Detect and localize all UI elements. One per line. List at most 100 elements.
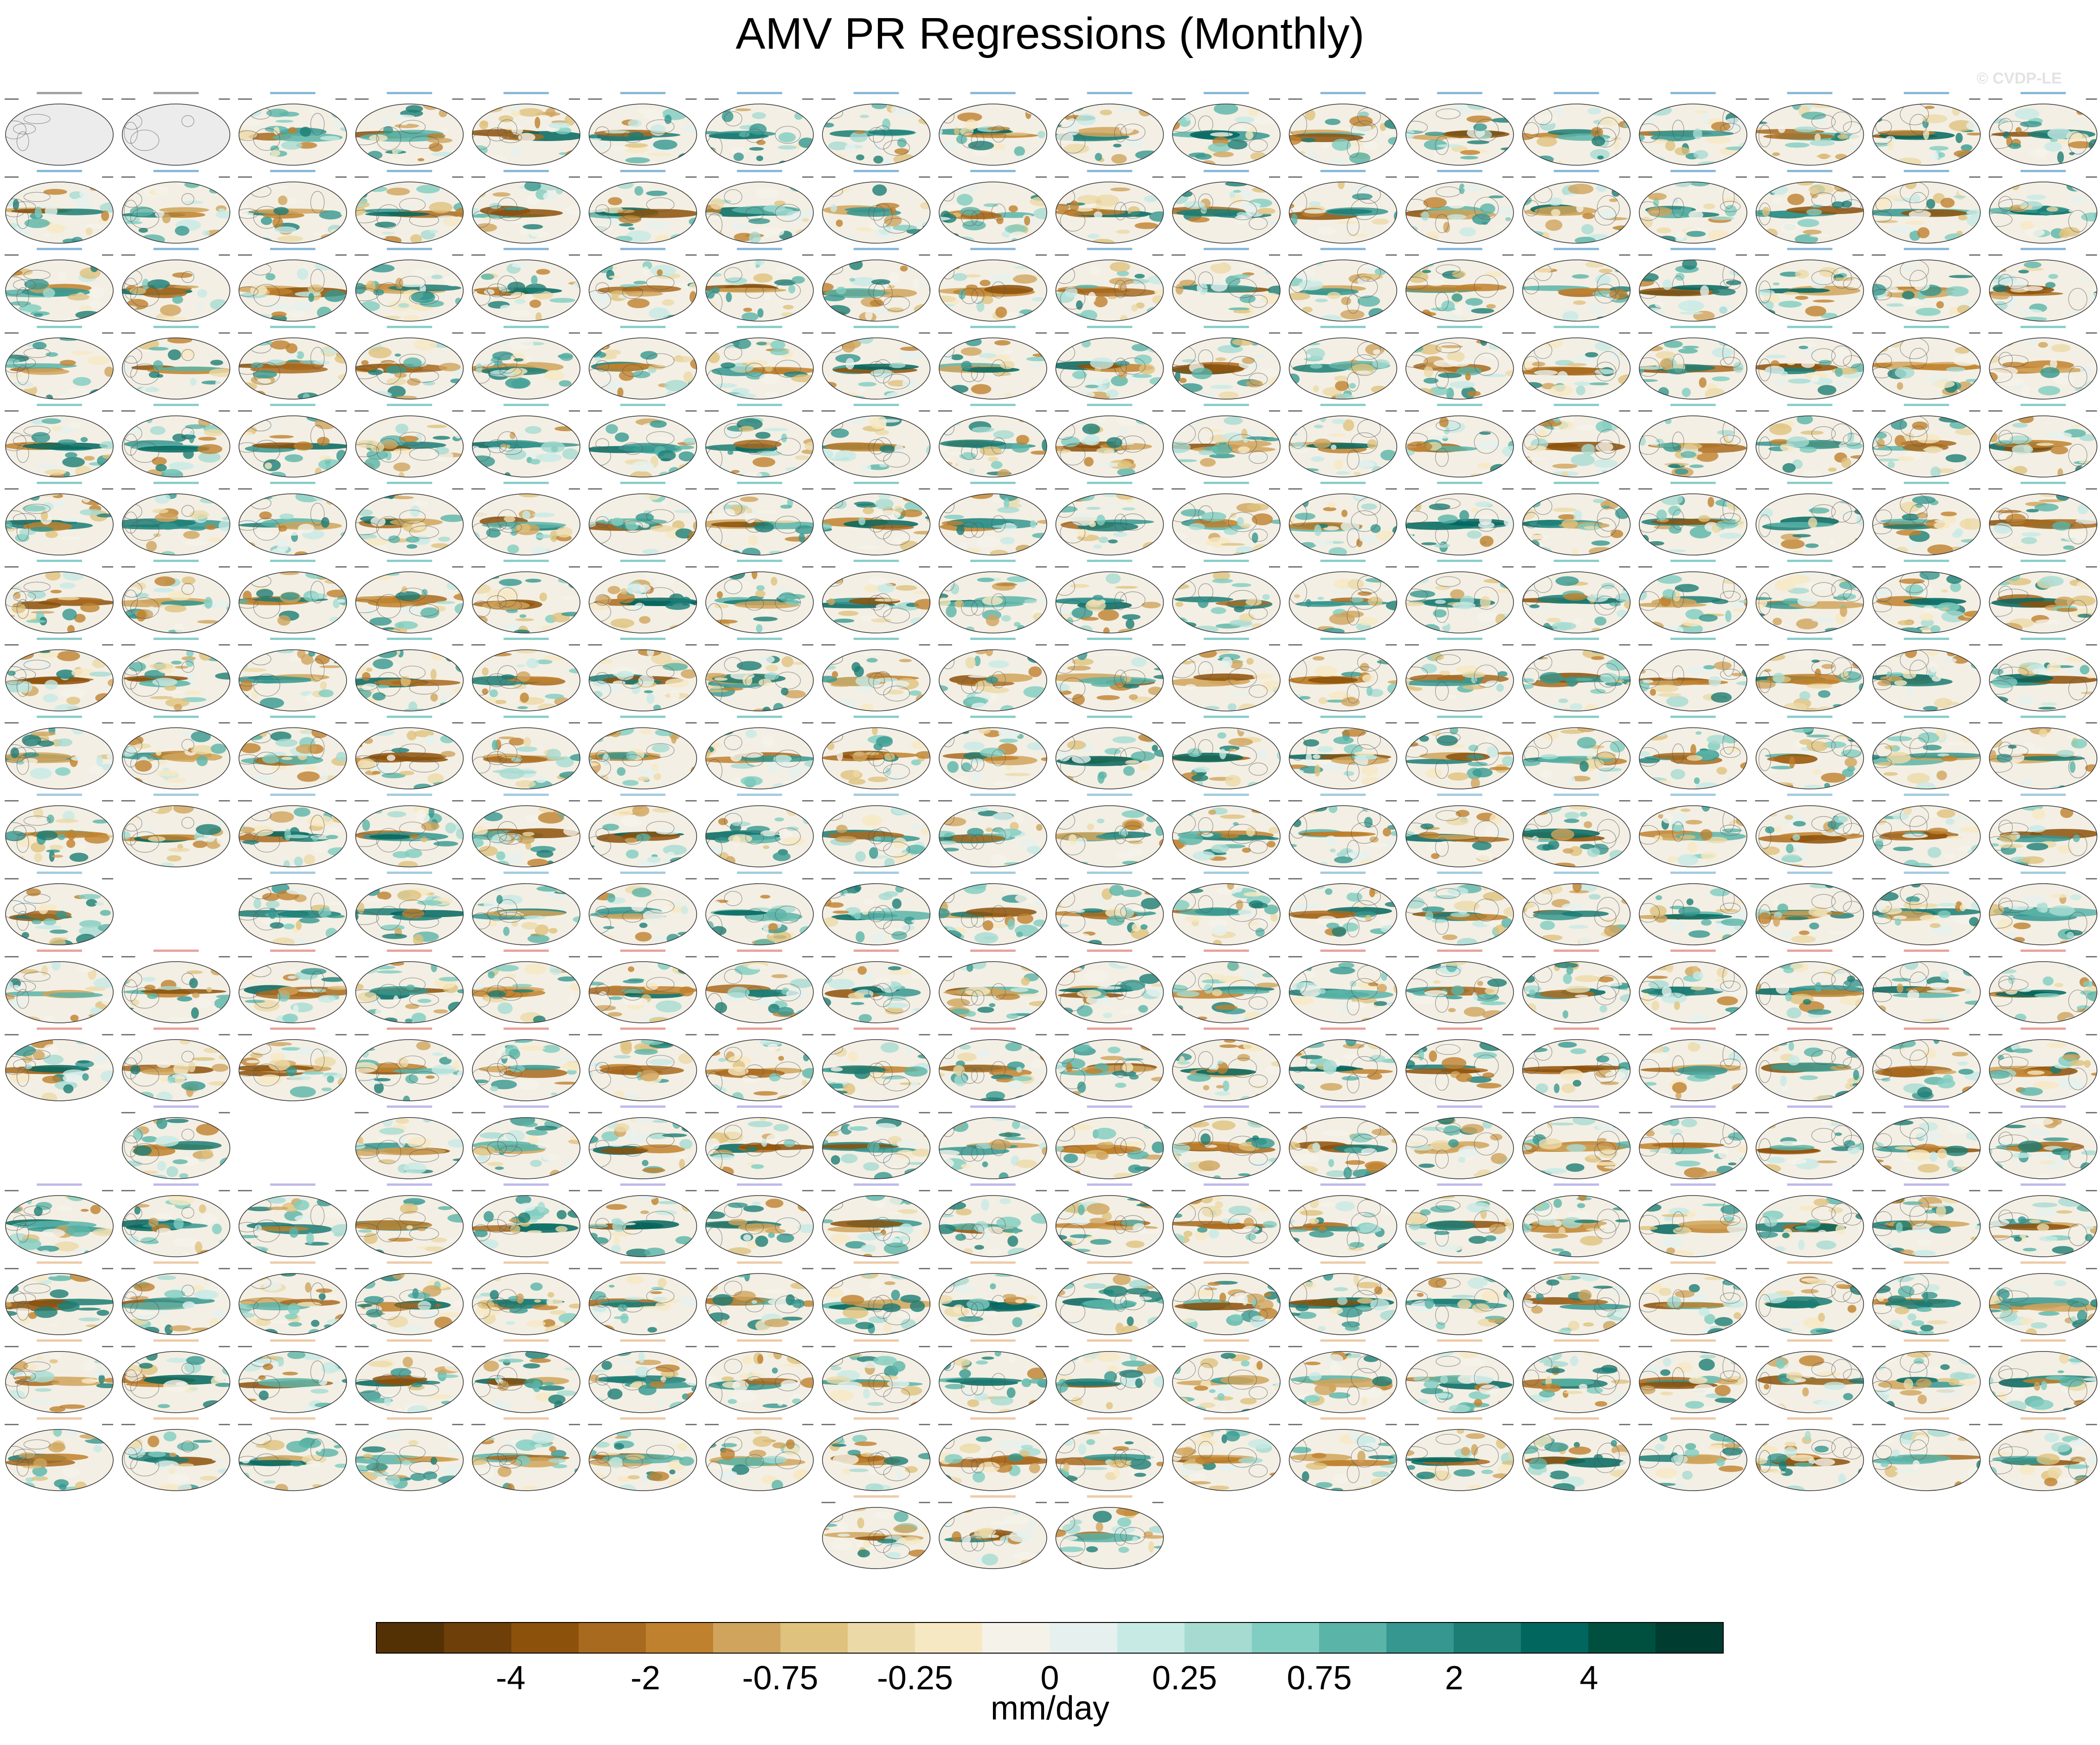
- regression-blob: [730, 223, 750, 229]
- regression-blob: [839, 629, 851, 633]
- regression-blob: [845, 358, 855, 370]
- panel-period-mark: [354, 488, 369, 490]
- regression-blob: [58, 597, 80, 601]
- regression-blob: [1756, 617, 1765, 627]
- regression-blob: [1609, 198, 1618, 202]
- regression-blob: [472, 186, 486, 198]
- regression-blob: [756, 585, 765, 591]
- regression-blob: [640, 494, 647, 500]
- regression-blob: [322, 260, 347, 265]
- regression-blob: [757, 308, 764, 318]
- panel-header-mark: [1204, 92, 1249, 94]
- regression-blob: [1386, 191, 1395, 201]
- panel-value-mark: [1036, 488, 1047, 490]
- regression-blob: [1613, 140, 1620, 150]
- regression-blob: [958, 289, 966, 300]
- regression-blob: [1965, 460, 1973, 467]
- regression-blob: [1756, 121, 1768, 124]
- regression-blob: [365, 212, 430, 217]
- regression-blob: [99, 202, 113, 213]
- regression-blob: [68, 422, 82, 429]
- map-panel: [1521, 326, 1631, 400]
- regression-blob: [1430, 435, 1452, 439]
- regression-blob: [1467, 140, 1489, 144]
- panel-value-mark: [1269, 176, 1280, 178]
- regression-blob: [901, 509, 922, 517]
- regression-blob: [1485, 271, 1503, 278]
- regression-blob: [481, 312, 491, 321]
- regression-blob: [1873, 159, 1882, 165]
- regression-blob: [1409, 235, 1416, 243]
- coastline: [745, 207, 764, 221]
- panel-header-mark: [387, 326, 432, 328]
- regression-blob: [1233, 190, 1241, 193]
- regression-blob: [1899, 578, 1925, 584]
- regression-blob: [957, 112, 982, 122]
- panel-header-mark: [1787, 326, 1833, 328]
- regression-blob: [1522, 133, 1534, 141]
- regression-blob: [1778, 301, 1802, 308]
- panel-value-mark: [335, 410, 347, 412]
- regression-blob: [1108, 296, 1117, 299]
- panel-value-mark: [1736, 254, 1747, 256]
- panel-header-mark: [1553, 560, 1599, 562]
- regression-blob: [1024, 599, 1037, 604]
- regression-blob: [1877, 220, 1898, 223]
- regression-blob: [1211, 607, 1226, 614]
- regression-blob: [1290, 446, 1308, 453]
- regression-blob: [1890, 419, 1907, 430]
- panel-header-mark: [970, 170, 1016, 172]
- regression-blob: [940, 439, 1006, 448]
- regression-blob: [1449, 109, 1460, 116]
- regression-blob: [1783, 291, 1799, 296]
- map-panel: [1172, 92, 1281, 166]
- panel-period-mark: [1755, 488, 1769, 490]
- map-panel: [238, 326, 347, 400]
- regression-blob: [1837, 134, 1849, 140]
- regression-blob: [524, 182, 541, 191]
- regression-blob: [1088, 291, 1096, 304]
- map-panel: [121, 482, 231, 556]
- regression-blob: [849, 278, 856, 282]
- regression-blob: [1656, 509, 1667, 521]
- regression-blob: [1917, 227, 1930, 239]
- regression-blob: [1953, 195, 1966, 199]
- regression-blob: [939, 157, 944, 165]
- regression-blob: [913, 622, 929, 633]
- map-panel: [354, 170, 464, 244]
- regression-blob: [1480, 203, 1495, 214]
- regression-blob: [525, 426, 542, 434]
- regression-blob: [1765, 522, 1834, 528]
- panel-header-mark: [153, 482, 199, 484]
- regression-blob: [1536, 115, 1558, 124]
- regression-blob: [1239, 613, 1255, 622]
- regression-blob: [987, 126, 1011, 131]
- regression-blob: [1673, 198, 1679, 203]
- regression-blob: [624, 146, 648, 154]
- regression-blob: [589, 386, 598, 398]
- map-panel: [1872, 92, 1981, 166]
- panel-period-mark: [471, 176, 485, 178]
- regression-blob: [1732, 602, 1744, 609]
- regression-blob: [52, 426, 63, 431]
- panel-value-mark: [1619, 176, 1630, 178]
- regression-blob: [1920, 614, 1934, 621]
- regression-blob: [1406, 155, 1420, 159]
- regression-blob: [642, 266, 650, 277]
- regression-blob: [1989, 106, 1992, 113]
- regression-blob: [1037, 572, 1047, 577]
- map-border: [705, 103, 814, 166]
- regression-blob: [976, 301, 985, 312]
- panel-period-mark: [5, 488, 19, 490]
- regression-blob: [43, 189, 67, 195]
- regression-blob: [1095, 153, 1102, 161]
- regression-blob: [2072, 120, 2086, 124]
- regression-blob: [900, 265, 908, 272]
- regression-blob: [239, 182, 244, 190]
- panel-value-mark: [1969, 332, 1980, 334]
- regression-blob: [1940, 511, 1957, 517]
- regression-blob: [1678, 348, 1698, 354]
- regression-blob: [329, 236, 347, 243]
- regression-blob: [778, 145, 797, 150]
- regression-blob: [1725, 205, 1737, 217]
